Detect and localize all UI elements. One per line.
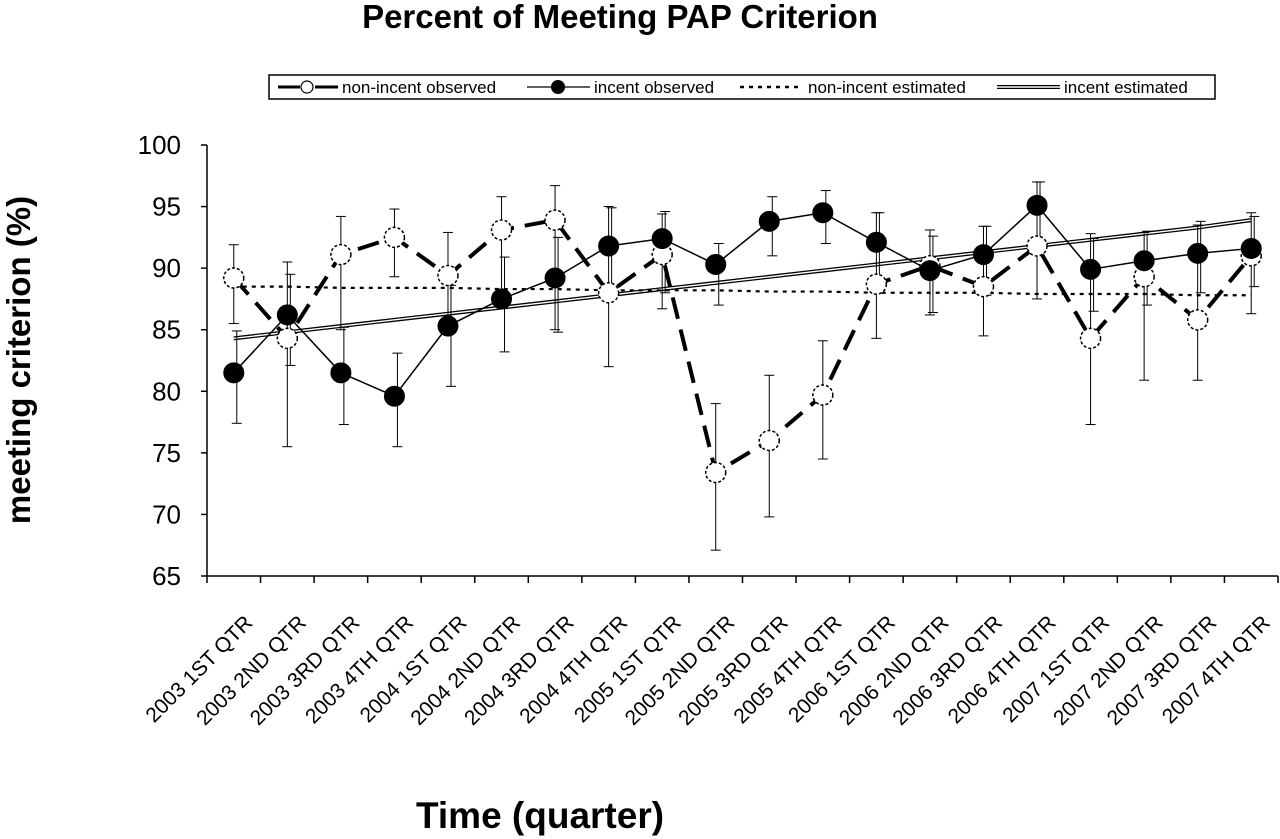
non-incent-observed-point	[383, 226, 406, 249]
y-axis-title: meeting criterion (%)	[0, 196, 37, 524]
series-line-non-incent-estimated	[233, 285, 1252, 297]
series-line-incent-observed	[233, 204, 1252, 398]
non-incent-observed-point	[437, 264, 459, 287]
y-tick-label: 75	[152, 438, 181, 468]
x-axis-title: Time (quarter)	[415, 795, 665, 836]
y-tick-label: 90	[152, 253, 181, 283]
incent-observed-point	[598, 235, 620, 257]
y-tick-label: 65	[152, 561, 181, 591]
incent-observed-point	[383, 385, 405, 407]
non-incent-observed-point	[758, 429, 781, 452]
incent-observed-point	[919, 260, 941, 282]
non-incent-observed-point	[597, 282, 620, 304]
incent-observed-point	[1240, 237, 1262, 259]
non-incent-observed-point	[1079, 327, 1102, 350]
legend-label-non-incent-estimated: non-incent estimated	[808, 78, 966, 97]
incent-observed-point	[1080, 258, 1102, 280]
incent-observed-point	[223, 362, 245, 384]
incent-observed-point	[1026, 194, 1048, 216]
y-tick-label: 95	[152, 192, 181, 222]
legend-label-non-incent-observed: non-incent observed	[342, 78, 496, 97]
non-incent-observed-point	[330, 243, 352, 266]
incent-observed-point	[865, 231, 887, 253]
incent-observed-point	[491, 288, 513, 310]
legend-label-incent-estimated: incent estimated	[1064, 78, 1188, 97]
incent-observed-point	[1133, 250, 1155, 272]
legend: non-incent observed incent observed non-in…	[268, 74, 1216, 100]
y-axis-title-group: meeting criterion (%)	[0, 196, 37, 524]
incent-observed-point	[651, 228, 673, 250]
non-incent-observed-point	[812, 384, 834, 406]
non-incent-observed-point	[490, 219, 513, 241]
non-incent-observed-point	[1186, 309, 1209, 331]
series-line-non-incent-observed	[232, 217, 1253, 476]
incent-observed-point	[758, 210, 780, 232]
incent-observed-point	[276, 304, 298, 326]
y-tick-label: 80	[152, 376, 181, 406]
incent-observed-point	[544, 267, 566, 289]
legend-marker-non-incent-observed	[300, 80, 314, 94]
legend-label-incent-observed: incent observed	[594, 78, 714, 97]
non-incent-observed-point	[704, 461, 727, 484]
incent-observed-point	[972, 244, 994, 266]
non-incent-observed-point	[972, 275, 995, 298]
incent-observed-point	[330, 362, 352, 384]
chart-title: Percent of Meeting PAP Criterion	[362, 0, 878, 35]
incent-observed-point	[1187, 242, 1209, 264]
y-tick-label: 70	[152, 499, 181, 529]
non-incent-observed-point	[544, 209, 566, 231]
y-tick-label: 100	[138, 130, 181, 160]
non-incent-observed-point	[865, 273, 888, 295]
plot-area	[223, 181, 1262, 551]
incent-observed-point	[705, 253, 727, 275]
incent-observed-point	[812, 202, 834, 224]
series-line-incent-estimated-inner	[233, 219, 1252, 340]
non-incent-observed-point	[1026, 235, 1048, 257]
legend-marker-incent-observed	[551, 80, 565, 94]
non-incent-observed-point	[223, 267, 245, 289]
incent-observed-point	[437, 315, 459, 337]
y-tick-label: 85	[152, 315, 181, 345]
non-incent-observed-point	[276, 327, 299, 350]
